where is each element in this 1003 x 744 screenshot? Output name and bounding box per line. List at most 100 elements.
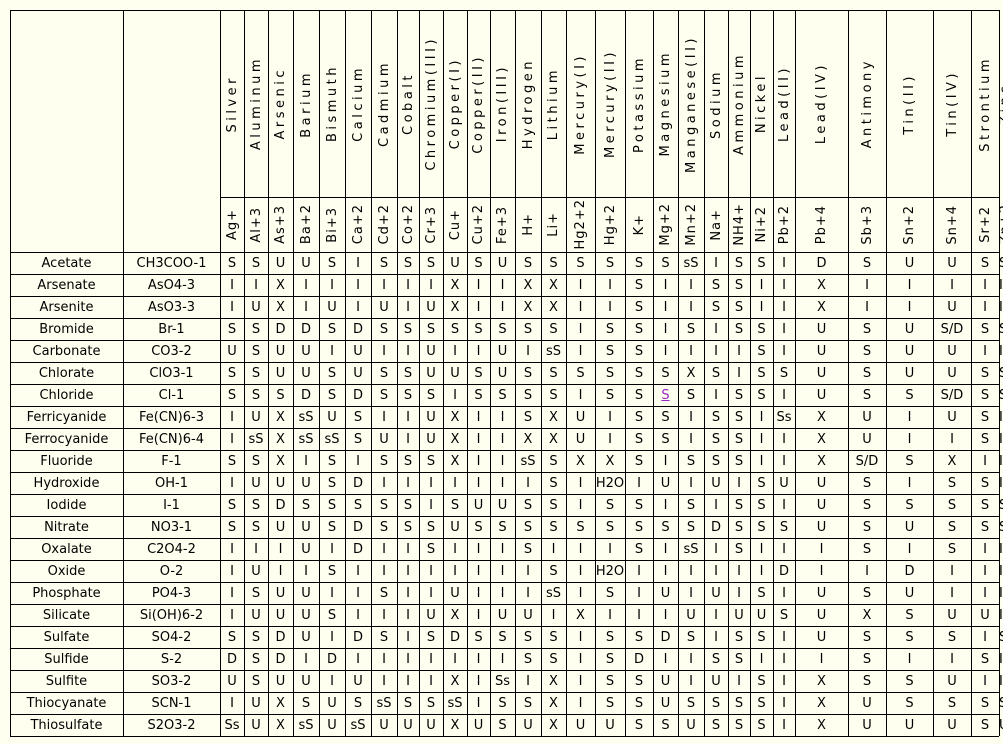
- cation-symbol: As+3: [273, 205, 288, 244]
- solubility-cell: S: [576, 256, 585, 271]
- solubility-cell: sS: [248, 432, 264, 447]
- solubility-cell: U: [816, 366, 827, 381]
- solubility-cell: S/D: [855, 454, 879, 469]
- solubility-cell: S: [757, 498, 766, 513]
- solubility-cell: S: [999, 253, 1003, 274]
- solubility-cell: S: [474, 366, 483, 381]
- solubility-cell: S: [549, 630, 558, 645]
- solubility-cell: S: [634, 322, 644, 337]
- solubility-cell: S: [403, 696, 413, 711]
- solubility-cell: S: [862, 322, 872, 337]
- solubility-cell: I: [304, 564, 308, 579]
- cation-symbol-header: Sn+4: [933, 199, 971, 250]
- solubility-cell: I: [356, 564, 360, 579]
- cation-name-header: Potassium: [625, 12, 653, 195]
- solubility-cell: S: [353, 410, 363, 425]
- solubility-cell: I: [230, 564, 234, 579]
- solubility-cell: I: [737, 564, 741, 579]
- solubility-cell: U: [816, 608, 827, 623]
- solubility-cell: S: [980, 696, 990, 711]
- solubility-cell: I: [230, 432, 234, 447]
- anion-name: Carbonate: [32, 344, 101, 359]
- anion-formula: SO4-2: [151, 630, 192, 645]
- solubility-cell: I: [999, 564, 1003, 579]
- solubility-cell: S: [327, 322, 337, 337]
- cation-name-header: Ammonium: [728, 12, 750, 195]
- cation-symbol-header: Ag+: [220, 199, 244, 250]
- anion-formula: O-2: [159, 564, 184, 579]
- solubility-cell: S: [757, 322, 766, 337]
- solubility-cell: I: [907, 432, 912, 447]
- solubility-cell: U: [426, 366, 436, 381]
- solubility-cell: X: [450, 674, 460, 689]
- solubility-cell: U: [711, 586, 721, 601]
- solubility-cell: U: [301, 674, 311, 689]
- solubility-cell: I: [406, 410, 410, 425]
- solubility-cell: I: [429, 674, 433, 689]
- anion-name: Ferrocyanide: [24, 432, 109, 447]
- solubility-cell: U: [275, 344, 286, 359]
- solubility-cell: S: [450, 322, 460, 337]
- solubility-cell: U: [301, 586, 311, 601]
- solubility-cell: D: [633, 652, 644, 667]
- solubility-cell: S: [661, 432, 670, 447]
- solubility-cell: I: [737, 476, 741, 491]
- cation-symbol-header: Pb+4: [795, 199, 848, 250]
- cation-symbol-header: NH4+: [728, 199, 750, 250]
- solubility-cell: I: [714, 564, 718, 579]
- cation-name-header: Strontium: [971, 12, 999, 195]
- solubility-cell: U: [947, 300, 957, 315]
- cation-name: Magnesium: [658, 50, 673, 157]
- cation-name: Aluminum: [248, 56, 264, 151]
- solubility-cell: S: [686, 520, 696, 535]
- cation-name-header: Chromium(III): [419, 12, 443, 195]
- cation-name: Manganese(II): [683, 34, 699, 173]
- solubility-cell: U: [575, 432, 586, 447]
- solubility-cell: S: [634, 300, 644, 315]
- solubility-cell: S: [403, 322, 413, 337]
- solubility-cell: U: [947, 410, 957, 425]
- solubility-cell: X: [576, 608, 585, 623]
- solubility-cell: U: [523, 608, 533, 623]
- solubility-cell: S: [605, 674, 615, 689]
- solubility-cell: S: [426, 696, 436, 711]
- solubility-cell: X: [450, 300, 460, 315]
- solubility-cell: X: [817, 278, 826, 293]
- solubility-cell: S: [327, 388, 337, 403]
- solubility-cell: S: [980, 652, 990, 667]
- solubility-cell: U: [301, 366, 311, 381]
- cation-symbol-header: Cr+3: [419, 199, 443, 250]
- solubility-cell: I: [356, 256, 360, 271]
- solubility-cell: I: [330, 278, 334, 293]
- solubility-cell: I: [578, 564, 583, 579]
- solubility-cell: I: [689, 652, 693, 667]
- solubility-cell: S: [862, 520, 872, 535]
- solubility-cell: S: [711, 652, 721, 667]
- solubility-cell: I: [578, 476, 583, 491]
- anion-formula: S2O3-2: [147, 718, 196, 733]
- cation-name-header: Arsenic: [268, 12, 293, 195]
- cation-name: Lead(II): [776, 64, 792, 143]
- solubility-cell: U: [999, 715, 1003, 736]
- solubility-cell: I: [714, 542, 718, 557]
- solubility-cell: D: [300, 322, 311, 337]
- solubility-cell: S: [711, 454, 721, 469]
- cation-symbol: Sn+2: [902, 204, 917, 245]
- solubility-cell: U: [450, 256, 460, 271]
- cation-name-header: Lead(II): [773, 12, 795, 195]
- solubility-cell: I: [983, 630, 987, 645]
- anion-name: Oxide: [47, 564, 86, 579]
- solubility-cell: S: [905, 454, 914, 469]
- solubility-cell: I: [230, 608, 234, 623]
- solubility-cell: S: [403, 366, 413, 381]
- solubility-cell: I: [737, 586, 741, 601]
- cation-symbol-header: Hg2+2: [566, 199, 595, 250]
- solubility-cell: S: [227, 388, 237, 403]
- solubility-cell: S: [353, 696, 363, 711]
- solubility-cell: S: [227, 520, 237, 535]
- cation-name-header: Silver: [220, 12, 244, 195]
- solubility-cell: I: [382, 564, 386, 579]
- solubility-cell: D: [352, 542, 363, 557]
- cation-name: Zinc: [998, 82, 1003, 125]
- solubility-link[interactable]: S: [661, 388, 670, 403]
